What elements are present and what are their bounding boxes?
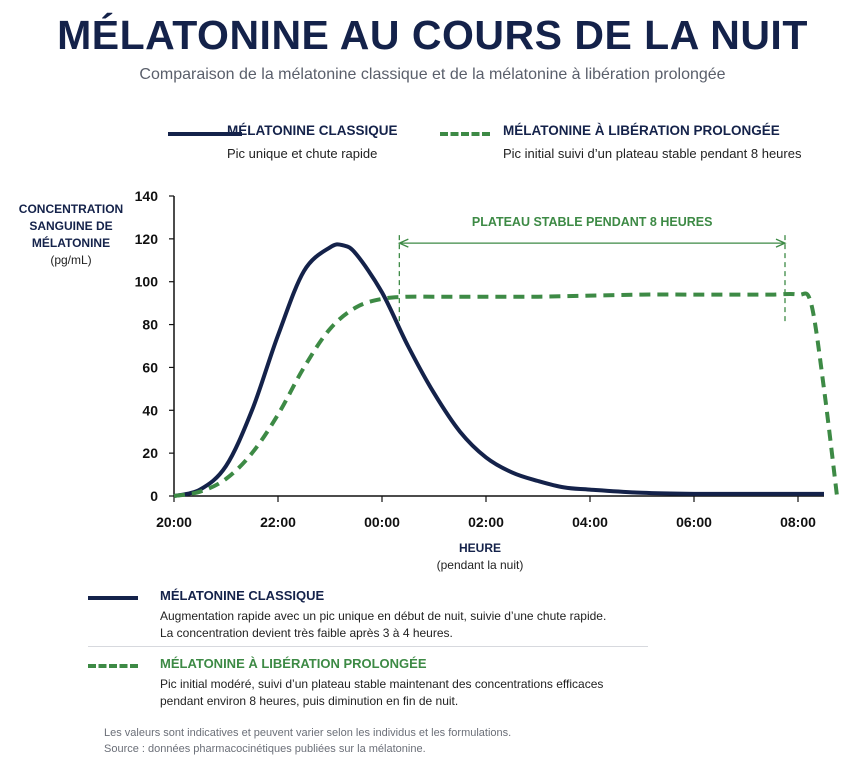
- legend-prolonged-name: MÉLATONINE À LIBÉRATION PROLONGÉE: [503, 123, 780, 138]
- line-chart: 0 20 40 60 80 100 120 140 20:00 22:00 00:00 02:00 04…: [135, 188, 839, 530]
- legend-prolonged-desc: Pic initial suivi d’un plateau stable pe…: [503, 146, 802, 161]
- legend-classic-name: MÉLATONINE CLASSIQUE: [227, 123, 398, 138]
- bottom-prolonged-line2: pendant environ 8 heures, puis diminutio…: [160, 694, 459, 708]
- y-axis-label: CONCENTRATION SANGUINE DE MÉLATONINE (pg…: [8, 201, 134, 269]
- legend-classic-line: [168, 132, 242, 136]
- plateau-annotation-label: PLATEAU STABLE PENDANT 8 HEURES: [472, 215, 713, 229]
- x-tick-label: 06:00: [676, 514, 712, 530]
- x-tick-label: 20:00: [156, 514, 192, 530]
- y-axis-unit: (pg/mL): [50, 253, 92, 267]
- legend-separator: [88, 646, 648, 647]
- y-tick-label: 140: [135, 188, 159, 204]
- chart-subtitle: Comparaison de la mélatonine classique e…: [139, 66, 726, 83]
- x-tick-label: 00:00: [364, 514, 400, 530]
- legend-classic-desc: Pic unique et chute rapide: [227, 146, 378, 161]
- y-tick-label: 100: [135, 274, 159, 290]
- x-tick-label: 02:00: [468, 514, 504, 530]
- y-tick-label: 120: [135, 231, 159, 247]
- bottom-prolonged-line1: Pic initial modéré, suivi d’un plateau s…: [160, 677, 604, 691]
- bottom-classic-line2: La concentration devient très faible apr…: [160, 626, 453, 640]
- source-note: Source : données pharmacocinétiques publ…: [104, 743, 426, 755]
- x-tick-label: 22:00: [260, 514, 296, 530]
- series-classic-line: [173, 242, 824, 498]
- y-tick-label: 40: [142, 402, 158, 418]
- bottom-prolonged-text: Pic initial modéré, suivi d’un plateau s…: [160, 676, 660, 710]
- x-tick-label: 08:00: [780, 514, 816, 530]
- y-tick-label: 0: [150, 488, 158, 504]
- disclaimer-note: Les valeurs sont indicatives et peuvent …: [104, 727, 512, 739]
- x-axis-unit: (pendant la nuit): [436, 558, 524, 572]
- x-axis-label: HEURE (pendant la nuit): [380, 540, 580, 574]
- bottom-prolonged-line: [88, 664, 138, 668]
- plateau-arrow-left: [397, 238, 409, 248]
- bottom-prolonged-name: MÉLATONINE À LIBÉRATION PROLONGÉE: [160, 656, 427, 671]
- y-axis-label-line2: SANGUINE DE: [29, 219, 113, 233]
- y-tick-label: 20: [142, 445, 158, 461]
- y-tick-label: 80: [142, 317, 158, 333]
- bottom-classic-line: [88, 596, 138, 600]
- legend-prolonged-line: [440, 132, 490, 136]
- bottom-classic-name: MÉLATONINE CLASSIQUE: [160, 588, 325, 603]
- plateau-arrow-right: [775, 238, 787, 248]
- series-prolonged-line: [173, 291, 839, 498]
- y-axis-label-line1: CONCENTRATION: [18, 202, 124, 216]
- x-axis-title: HEURE: [458, 541, 501, 555]
- x-tick-label: 04:00: [572, 514, 608, 530]
- chart-title: MÉLATONINE AU COURS DE LA NUIT: [57, 12, 808, 58]
- bottom-classic-text: Augmentation rapide avec un pic unique e…: [160, 608, 660, 642]
- bottom-classic-line1: Augmentation rapide avec un pic unique e…: [160, 609, 607, 623]
- y-axis-label-line3: MÉLATONINE: [31, 236, 111, 250]
- y-tick-label: 60: [142, 359, 158, 375]
